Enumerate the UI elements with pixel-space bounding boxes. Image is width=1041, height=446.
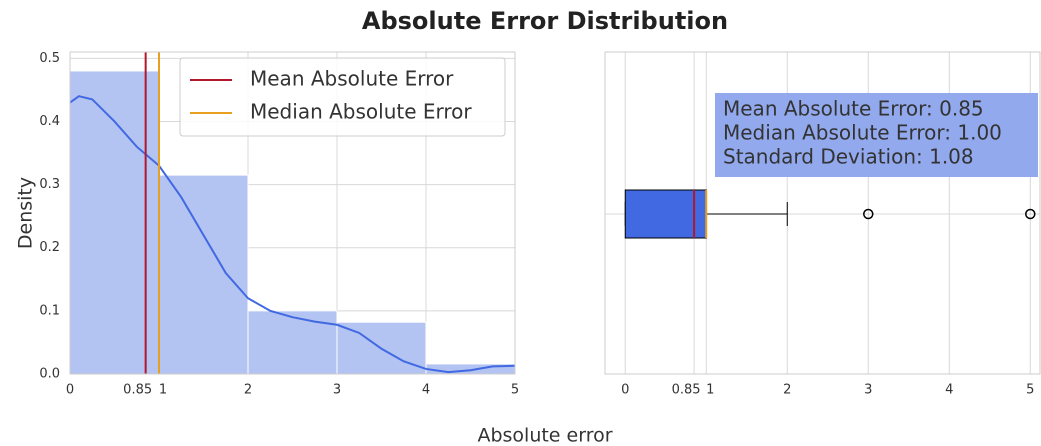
figure-title: Absolute Error Distribution [362,7,728,35]
x-tick-label: 0.85 [672,383,701,398]
y-tick-label: 0.3 [39,177,60,192]
annotation-box [715,93,1038,177]
y-axis-label: Density [15,177,37,249]
axes-frame [604,51,1041,375]
x-tick-label: 4 [422,383,430,398]
x-axis-label: Absolute error [477,425,612,446]
x-tick-label: 0 [621,383,629,398]
x-tick-label: 4 [945,383,953,398]
annotation-text: Standard Deviation: 1.08 [723,145,974,169]
x-tick-label: 0 [66,383,74,398]
annotation-text: Median Absolute Error: 1.00 [723,121,1002,145]
histogram-bar [158,174,249,375]
kde-line [69,95,516,374]
flier [863,208,874,220]
annotation-text: Mean Absolute Error: 0.85 [723,97,984,121]
x-tick-label: 5 [511,383,519,398]
y-tick-label: 0.2 [39,240,60,255]
y-tick-label: 0.4 [39,114,60,129]
y-tick-label: 0.0 [39,367,60,382]
x-tick-label: 0.85 [123,383,152,398]
x-tick-label: 2 [244,383,252,398]
x-tick-label: 2 [783,383,791,398]
x-tick-label: 1 [159,383,167,398]
legend-box [179,57,506,137]
x-tick-label: 5 [1026,383,1034,398]
axes-frame [69,51,516,375]
box [624,189,707,239]
y-tick-label: 0.5 [39,51,60,66]
x-tick-label: 1 [706,383,714,398]
flier [1025,208,1036,220]
x-tick-label: 3 [864,383,872,398]
legend-label: Mean Absolute Error [250,67,454,91]
legend-label: Median Absolute Error [250,100,472,124]
x-tick-label: 3 [333,383,341,398]
y-tick-label: 0.1 [39,303,60,318]
histogram-bar [247,310,338,375]
